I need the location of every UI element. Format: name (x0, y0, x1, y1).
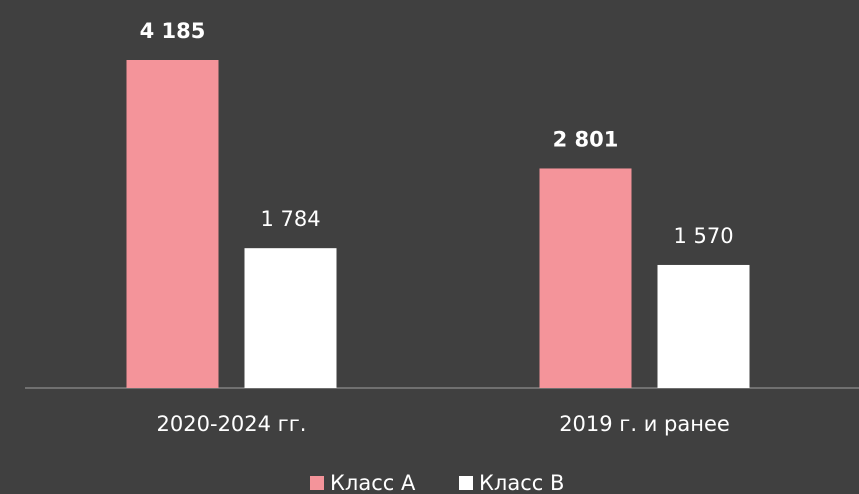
bar (539, 168, 632, 388)
bar (126, 60, 219, 388)
x-tick-label: 2020-2024 гг. (157, 412, 307, 436)
legend-swatch (459, 476, 473, 490)
legend-label: Класс В (479, 471, 564, 494)
value-label: 2 801 (553, 127, 619, 151)
value-label: 1 570 (673, 224, 733, 248)
value-label: 1 784 (260, 207, 320, 231)
legend-label: Класс А (330, 471, 416, 494)
bar (657, 264, 750, 388)
x-tick-label: 2019 г. и ранее (559, 412, 730, 436)
bar (244, 248, 337, 388)
legend-swatch (310, 476, 324, 490)
value-label: 4 185 (140, 19, 206, 43)
